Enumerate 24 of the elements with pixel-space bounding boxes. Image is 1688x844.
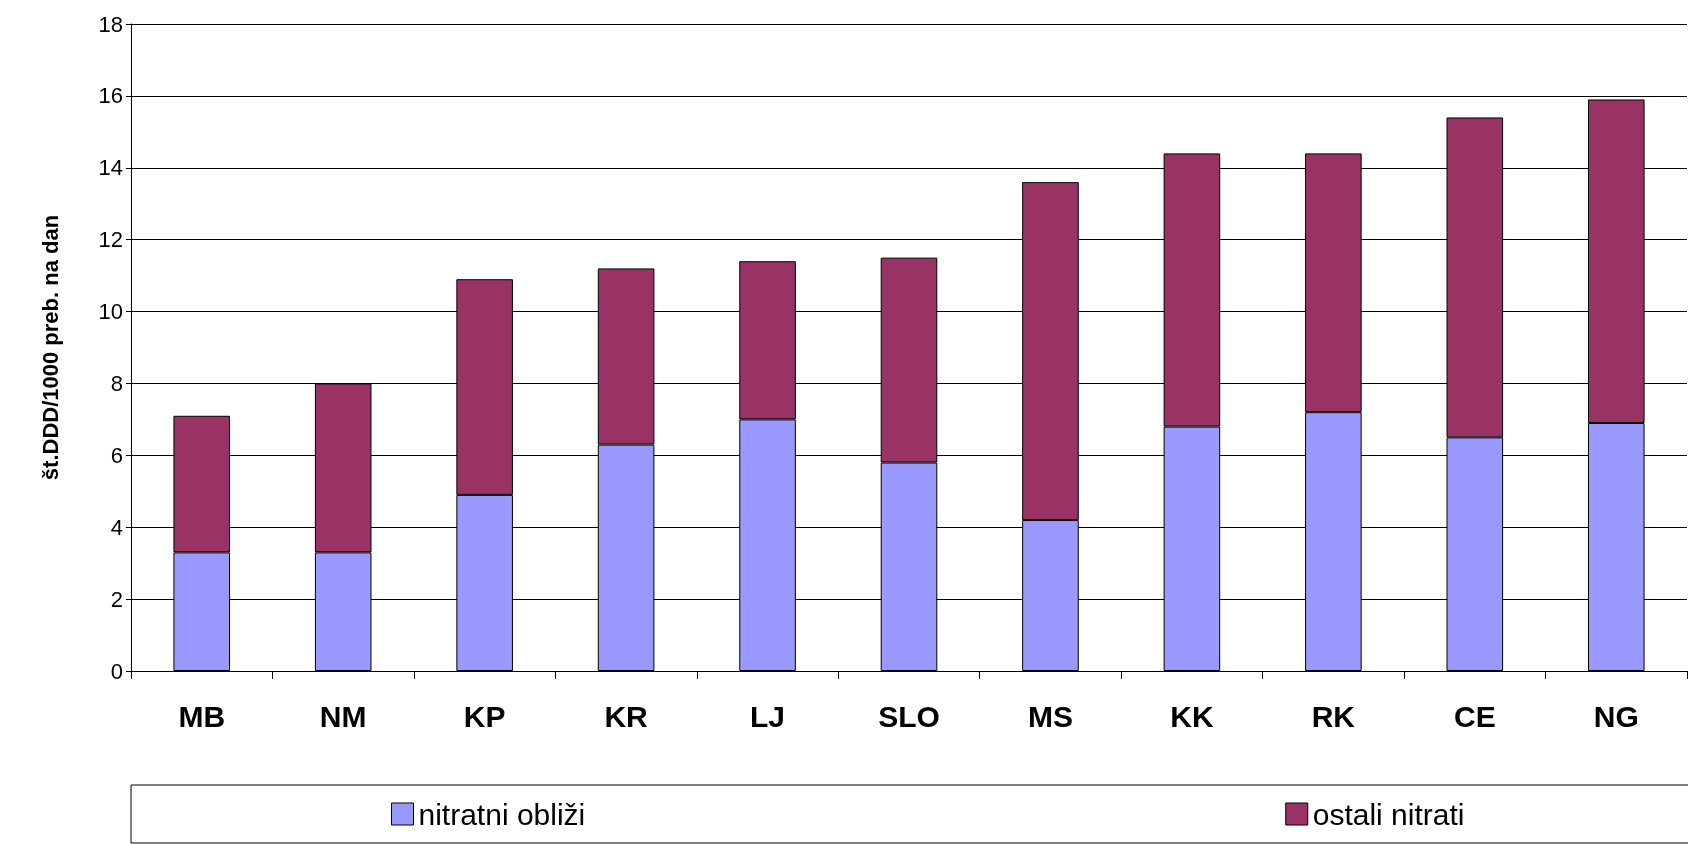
y-tick-label: 18 <box>98 11 123 37</box>
y-tick-label: 12 <box>98 227 123 253</box>
y-tick-label: 2 <box>110 586 123 612</box>
x-tick-label: MS <box>1027 699 1073 733</box>
y-tick-label: 16 <box>98 83 123 109</box>
x-tick-label: KR <box>604 699 649 733</box>
y-tick-label: 10 <box>98 299 123 325</box>
y-tick-label: 0 <box>110 658 123 684</box>
y-tick-label: 6 <box>110 442 123 468</box>
legend-label: ostali nitrati <box>1312 797 1465 831</box>
x-tick-label: NM <box>319 699 367 733</box>
y-axis-title: št.DDD/1000 preb. na dan <box>37 214 63 481</box>
x-tick-label: CE <box>1453 699 1496 733</box>
y-tick-label: 4 <box>110 514 123 540</box>
x-tick-label: NG <box>1593 699 1639 733</box>
x-tick-label: LJ <box>750 699 786 733</box>
x-tick-label: KP <box>463 699 506 733</box>
x-tick-label: RK <box>1311 699 1356 733</box>
y-tick-label: 14 <box>98 155 123 181</box>
x-tick-label: KK <box>1170 699 1214 733</box>
x-tick-label: MB <box>178 699 226 733</box>
x-tick-label: SLO <box>878 699 940 733</box>
y-tick-label: 8 <box>110 370 123 396</box>
legend-label: nitratni obliži <box>418 797 586 831</box>
